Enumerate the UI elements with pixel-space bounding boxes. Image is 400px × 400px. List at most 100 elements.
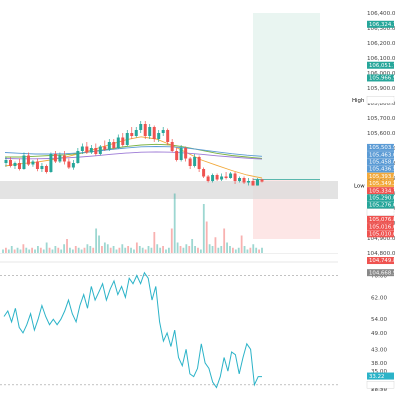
price-tag-label: 105,334.7 (369, 188, 396, 194)
candle-body[interactable] (152, 127, 156, 139)
volume-bar (57, 247, 60, 253)
candle-body[interactable] (143, 124, 147, 136)
candle-body[interactable] (238, 178, 242, 181)
price-tick-label: 104,900.0 (367, 236, 396, 242)
price-tag-label: 105,393.8 (369, 174, 397, 180)
price-tag-label: 105,821.5 (369, 97, 396, 103)
candle-body[interactable] (206, 176, 210, 182)
candle-body[interactable] (98, 146, 102, 155)
candle-body[interactable] (31, 161, 35, 165)
volume-bar (167, 247, 170, 253)
candle-body[interactable] (193, 157, 197, 166)
candle-body[interactable] (161, 130, 165, 133)
volume-bar (115, 249, 118, 253)
candle-body[interactable] (94, 148, 98, 154)
candle-body[interactable] (211, 175, 215, 181)
candle-body[interactable] (179, 148, 183, 160)
candle-body[interactable] (247, 181, 251, 183)
candle-body[interactable] (188, 158, 192, 167)
price-tag-label: 105,016.0 (369, 224, 397, 230)
rsi-panel[interactable] (0, 261, 338, 389)
volume-bar (173, 193, 176, 253)
candle-body[interactable] (49, 154, 53, 172)
candle-body[interactable] (170, 142, 174, 151)
price-tick-label: 105,700.0 (367, 116, 396, 122)
rsi-line[interactable] (3, 271, 262, 389)
candle-body[interactable] (112, 142, 116, 148)
candle-body[interactable] (62, 155, 66, 162)
volume-bar (138, 246, 141, 253)
candle-body[interactable] (26, 155, 30, 165)
candle-body[interactable] (224, 176, 228, 179)
volume-bar (54, 246, 57, 253)
candle-body[interactable] (229, 173, 233, 179)
candle-body[interactable] (197, 157, 201, 169)
candle-body[interactable] (76, 151, 80, 163)
candle-body[interactable] (40, 166, 44, 169)
candle-body[interactable] (175, 151, 179, 160)
candle-body[interactable] (134, 130, 138, 136)
rsi-tag (366, 381, 395, 389)
candle-body[interactable] (107, 142, 111, 150)
volume-bar (86, 244, 89, 253)
candle-body[interactable] (80, 146, 84, 152)
price-tick-label: 104,800.0 (367, 251, 396, 257)
volume-bar (243, 246, 246, 253)
candle-body[interactable] (58, 155, 62, 162)
volume-bar (106, 244, 109, 253)
candle-body[interactable] (8, 160, 12, 166)
high-label: High (352, 98, 364, 104)
candle-body[interactable] (256, 179, 260, 186)
candle-body[interactable] (103, 146, 107, 150)
rsi-tick-label: 54.00 (371, 317, 387, 323)
candle-body[interactable] (148, 127, 152, 136)
candle-body[interactable] (35, 161, 39, 170)
price-tag (367, 187, 394, 195)
volume-bar (220, 246, 223, 253)
volume-bar (214, 237, 217, 253)
volume-bar (83, 247, 86, 253)
candle-body[interactable] (139, 124, 143, 130)
candle-body[interactable] (116, 137, 120, 149)
rsi-tick-label: 70.00 (371, 273, 387, 279)
rsi-tag (367, 372, 394, 380)
volume-bar (258, 249, 260, 253)
candle-body[interactable] (215, 175, 219, 180)
volume-bar (234, 249, 237, 253)
volume-bar (205, 221, 208, 253)
candle-body[interactable] (130, 133, 134, 136)
volume-bar (141, 247, 144, 253)
candle-body[interactable] (242, 178, 246, 183)
candle-body[interactable] (220, 176, 224, 180)
volume-bar (109, 247, 112, 253)
price-tag-label: 105,966.9 (369, 76, 397, 82)
candle-body[interactable] (89, 148, 93, 153)
candle-body[interactable] (85, 146, 89, 153)
candle-body[interactable] (67, 161, 71, 168)
candle-body[interactable] (44, 166, 48, 172)
candle-body[interactable] (184, 148, 188, 159)
candle-body[interactable] (260, 179, 264, 182)
candle-body[interactable] (17, 163, 21, 169)
candle-body[interactable] (251, 181, 255, 186)
candle-body[interactable] (71, 163, 75, 168)
candle-body[interactable] (233, 173, 237, 182)
candle-body[interactable] (121, 137, 125, 146)
candle-body[interactable] (166, 130, 170, 142)
volume-bar (121, 244, 124, 253)
volume-bar (246, 249, 249, 253)
candle-body[interactable] (13, 163, 17, 166)
volume-bar (231, 247, 234, 253)
candle-body[interactable] (202, 169, 206, 177)
price-tag (367, 269, 394, 277)
volume-bar (66, 239, 68, 253)
rsi-tick-label: 38.00 (371, 361, 387, 367)
candle-body[interactable] (4, 160, 8, 163)
candle-body[interactable] (125, 133, 129, 145)
candle-body[interactable] (53, 154, 57, 162)
candle-body[interactable] (22, 155, 26, 170)
candlesticks[interactable] (4, 121, 264, 186)
candle-body[interactable] (157, 133, 161, 139)
volume-bar (74, 246, 77, 253)
